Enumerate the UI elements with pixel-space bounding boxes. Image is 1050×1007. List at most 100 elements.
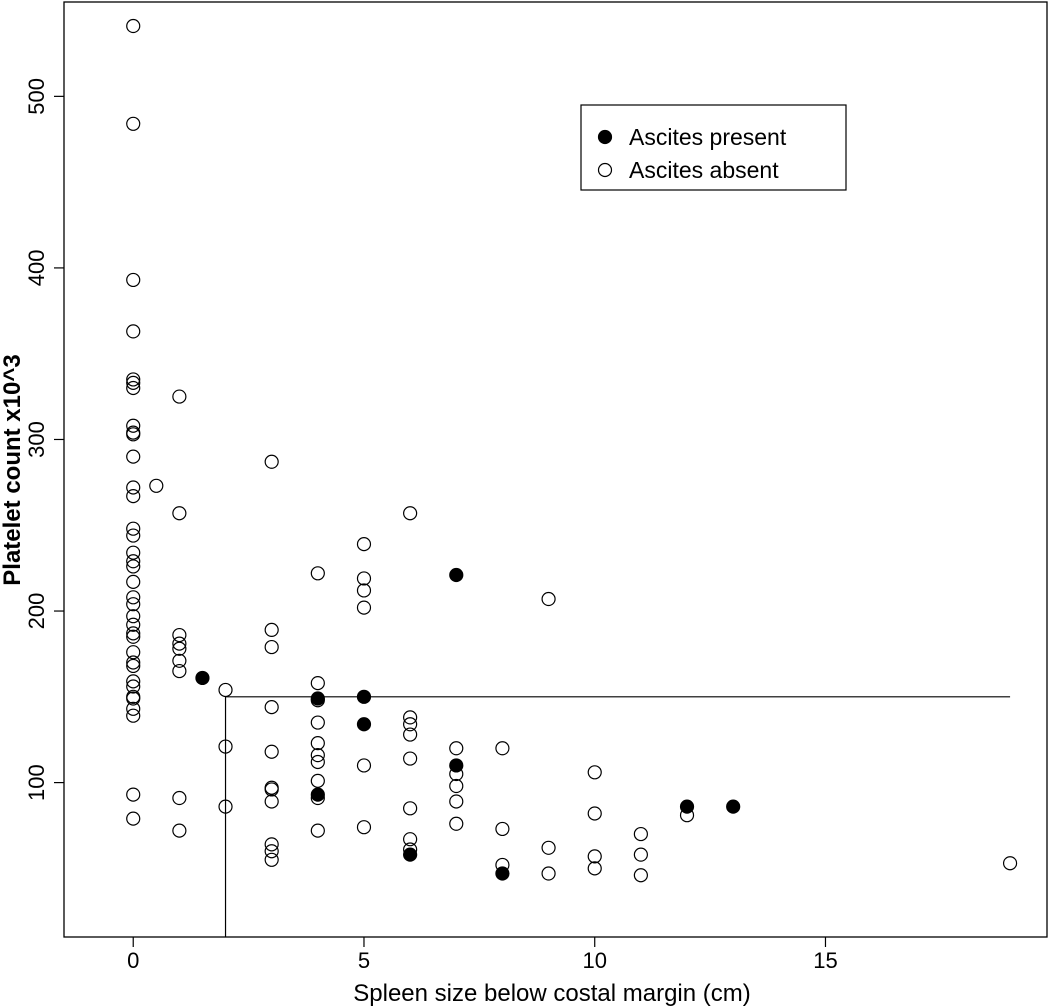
data-point-ascites-present bbox=[449, 758, 464, 773]
plot-frame bbox=[63, 1, 1048, 938]
data-point-ascites-absent bbox=[541, 866, 556, 881]
data-point-ascites-absent bbox=[126, 609, 141, 624]
data-point-ascites-absent bbox=[126, 427, 141, 442]
x-tick-label: 15 bbox=[813, 948, 837, 973]
data-point-ascites-absent bbox=[172, 823, 187, 838]
y-tick-label: 100 bbox=[24, 764, 49, 801]
data-point-ascites-absent bbox=[126, 372, 141, 387]
data-point-ascites-present bbox=[403, 847, 418, 862]
data-point-ascites-absent bbox=[356, 820, 372, 835]
data-point-ascites-absent bbox=[126, 787, 141, 802]
y-tick-label: 200 bbox=[24, 593, 49, 630]
data-point-ascites-absent bbox=[449, 816, 464, 831]
data-point-ascites-absent bbox=[126, 521, 141, 536]
data-point-ascites-absent bbox=[264, 639, 279, 655]
data-point-ascites-absent bbox=[264, 837, 279, 852]
data-point-ascites-absent bbox=[403, 751, 418, 766]
data-point-ascites-absent bbox=[126, 597, 141, 612]
data-point-ascites-absent bbox=[126, 545, 141, 560]
data-point-ascites-absent bbox=[264, 782, 279, 797]
data-point-ascites-absent bbox=[126, 701, 141, 716]
legend-marker-ascites-absent bbox=[597, 162, 613, 178]
x-axis-title: Spleen size below costal margin (cm) bbox=[353, 980, 751, 1007]
legend-label-ascites-absent: Ascites absent bbox=[629, 157, 779, 183]
data-point-ascites-absent bbox=[310, 736, 325, 751]
data-point-ascites-absent bbox=[633, 826, 648, 842]
data-point-ascites-absent bbox=[310, 715, 325, 730]
data-point-ascites-absent bbox=[126, 528, 141, 543]
axis-ticks: 0 5 10 15 100 200 300 400 500 bbox=[24, 78, 838, 973]
data-point-ascites-absent bbox=[126, 488, 141, 504]
data-point-ascites-absent bbox=[126, 708, 141, 723]
x-tick-label: 5 bbox=[358, 948, 370, 973]
data-point-ascites-absent bbox=[126, 590, 141, 605]
data-point-ascites-absent bbox=[541, 840, 556, 855]
data-point-ascites-absent bbox=[356, 758, 372, 773]
data-point-ascites-absent bbox=[264, 794, 279, 809]
data-point-ascites-absent bbox=[126, 679, 141, 694]
data-point-ascites-absent bbox=[403, 717, 418, 732]
data-point-ascites-absent bbox=[403, 801, 418, 816]
data-point-ascites-absent bbox=[449, 741, 464, 756]
data-point-ascites-absent bbox=[633, 868, 648, 883]
data-point-ascites-absent bbox=[633, 847, 648, 862]
y-tick-label: 300 bbox=[24, 421, 49, 458]
legend: Ascites present Ascites absent bbox=[580, 104, 847, 191]
data-point-ascites-absent bbox=[126, 480, 141, 495]
data-point-ascites-absent bbox=[126, 574, 141, 589]
data-point-ascites-absent bbox=[403, 710, 418, 725]
data-point-ascites-absent bbox=[310, 754, 325, 770]
data-point-ascites-absent bbox=[218, 739, 233, 754]
data-point-ascites-absent bbox=[403, 506, 418, 521]
data-point-ascites-absent bbox=[172, 790, 187, 806]
data-point-ascites-absent bbox=[172, 627, 187, 643]
data-point-ascites-absent bbox=[149, 478, 164, 493]
data-point-ascites-absent bbox=[218, 682, 233, 698]
data-point-ascites-absent bbox=[310, 823, 325, 838]
data-point-ascites-absent bbox=[126, 691, 141, 706]
data-point-ascites-absent bbox=[218, 799, 233, 814]
data-point-ascites-absent bbox=[541, 591, 556, 607]
data-point-ascites-absent bbox=[172, 641, 187, 656]
data-point-ascites-absent bbox=[310, 566, 325, 581]
data-point-ascites-absent bbox=[126, 658, 141, 674]
legend-box bbox=[580, 104, 847, 191]
data-point-ascites-absent bbox=[126, 811, 141, 826]
data-point-ascites-present bbox=[195, 670, 210, 686]
threshold-lines bbox=[224, 696, 1011, 937]
data-point-ascites-absent bbox=[1002, 856, 1018, 871]
data-point-ascites-absent bbox=[172, 506, 187, 521]
y-axis-title: Platelet count x10^3 bbox=[0, 354, 26, 585]
data-point-ascites-absent bbox=[587, 765, 602, 780]
data-point-ascites-absent bbox=[126, 626, 141, 641]
data-point-ascites-absent bbox=[172, 663, 187, 679]
data-point-ascites-absent bbox=[126, 674, 141, 689]
data-point-ascites-absent bbox=[264, 852, 279, 867]
x-tick-label: 0 bbox=[127, 948, 139, 973]
data-point-ascites-absent bbox=[403, 832, 418, 847]
data-points bbox=[126, 18, 1018, 883]
data-point-ascites-absent bbox=[495, 821, 510, 837]
data-point-ascites-absent bbox=[449, 778, 464, 794]
data-point-ascites-present bbox=[495, 866, 510, 881]
data-point-ascites-absent bbox=[264, 622, 279, 638]
data-point-ascites-absent bbox=[126, 655, 141, 670]
data-point-ascites-absent bbox=[264, 744, 279, 759]
data-point-ascites-absent bbox=[126, 18, 141, 34]
data-point-ascites-absent bbox=[356, 537, 372, 552]
data-point-ascites-present bbox=[726, 799, 741, 814]
data-point-ascites-absent bbox=[403, 727, 418, 742]
data-point-ascites-absent bbox=[126, 449, 141, 464]
y-tick-label: 400 bbox=[24, 250, 49, 287]
legend-label-ascites-present: Ascites present bbox=[629, 124, 787, 150]
data-point-ascites-present bbox=[679, 799, 695, 814]
data-point-ascites-absent bbox=[587, 861, 602, 876]
data-point-ascites-absent bbox=[264, 454, 279, 469]
data-point-ascites-absent bbox=[126, 272, 141, 288]
data-point-ascites-absent bbox=[126, 375, 141, 390]
data-point-ascites-absent bbox=[587, 849, 602, 864]
data-point-ascites-absent bbox=[172, 653, 187, 668]
data-point-ascites-absent bbox=[310, 748, 325, 763]
